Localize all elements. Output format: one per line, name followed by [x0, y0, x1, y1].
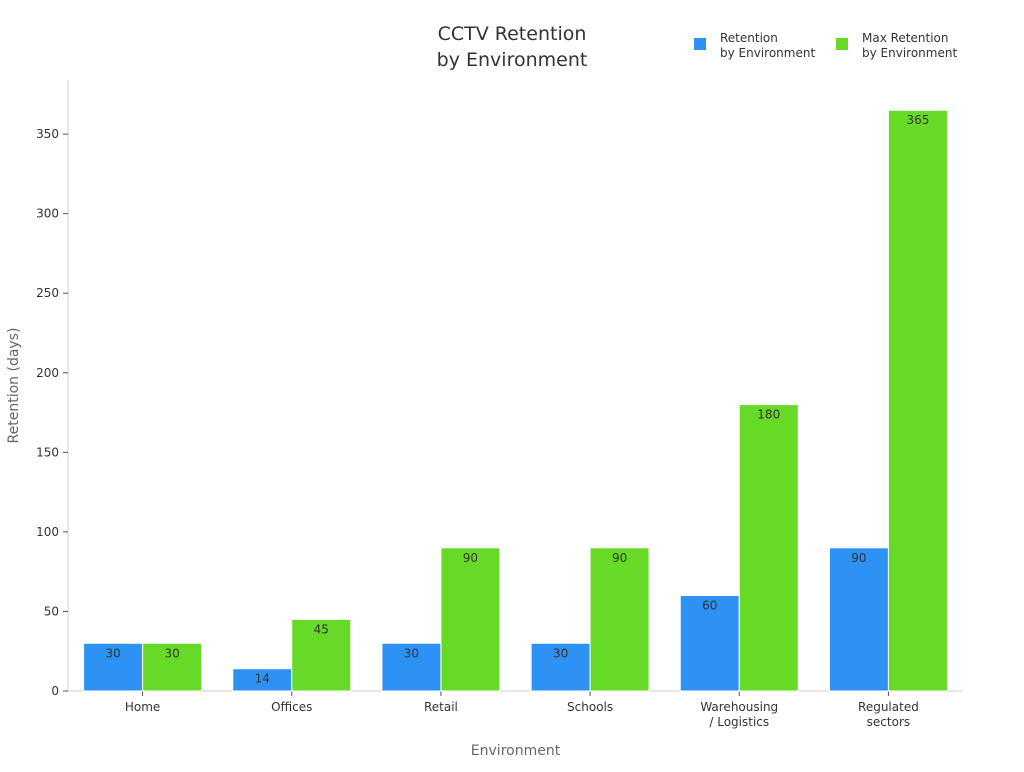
bar: [828, 547, 889, 692]
y-tick-label: 350: [36, 127, 59, 141]
data-label: 180: [757, 408, 780, 422]
bar: [887, 109, 948, 692]
bar: [440, 547, 501, 692]
y-tick-label: 200: [36, 366, 59, 380]
data-label: 60: [702, 599, 717, 613]
data-label: 30: [164, 646, 179, 660]
y-axis-label: Retention (days): [6, 328, 22, 444]
data-label: 90: [463, 551, 478, 565]
legend-swatch: [836, 38, 848, 50]
bar: [589, 547, 650, 692]
x-axis-label: Environment: [471, 743, 561, 759]
chart-title: CCTV Retention by Environment: [437, 23, 588, 71]
bar: [291, 618, 352, 692]
data-label: 45: [314, 622, 329, 636]
data-label: 30: [553, 646, 568, 660]
x-tick-label: Schools: [567, 700, 613, 714]
x-tick-label: Home: [125, 700, 160, 714]
data-label: 14: [255, 672, 270, 686]
y-tick-label: 250: [36, 286, 59, 300]
legend-swatch: [694, 38, 706, 50]
x-tick-label: Warehousing / Logistics: [700, 700, 778, 729]
y-tick-label: 100: [36, 525, 59, 539]
y-tick-label: 0: [51, 684, 59, 698]
legend-label: Max Retention by Environment: [862, 31, 957, 60]
data-label: 365: [906, 113, 929, 127]
x-tick-label: Regulated sectors: [858, 700, 919, 729]
data-label: 30: [105, 646, 120, 660]
data-label: 90: [612, 551, 627, 565]
y-tick-label: 150: [36, 445, 59, 459]
bar: [738, 404, 799, 692]
y-tick-label: 50: [44, 604, 59, 618]
x-tick-label: Retail: [424, 700, 458, 714]
legend-label: Retention by Environment: [720, 31, 815, 60]
x-tick-label: Offices: [271, 700, 312, 714]
bar: [679, 595, 740, 692]
bar: [83, 642, 144, 692]
data-label: 90: [851, 551, 866, 565]
bar: [142, 642, 203, 692]
y-tick-label: 300: [36, 207, 59, 221]
data-label: 30: [404, 646, 419, 660]
